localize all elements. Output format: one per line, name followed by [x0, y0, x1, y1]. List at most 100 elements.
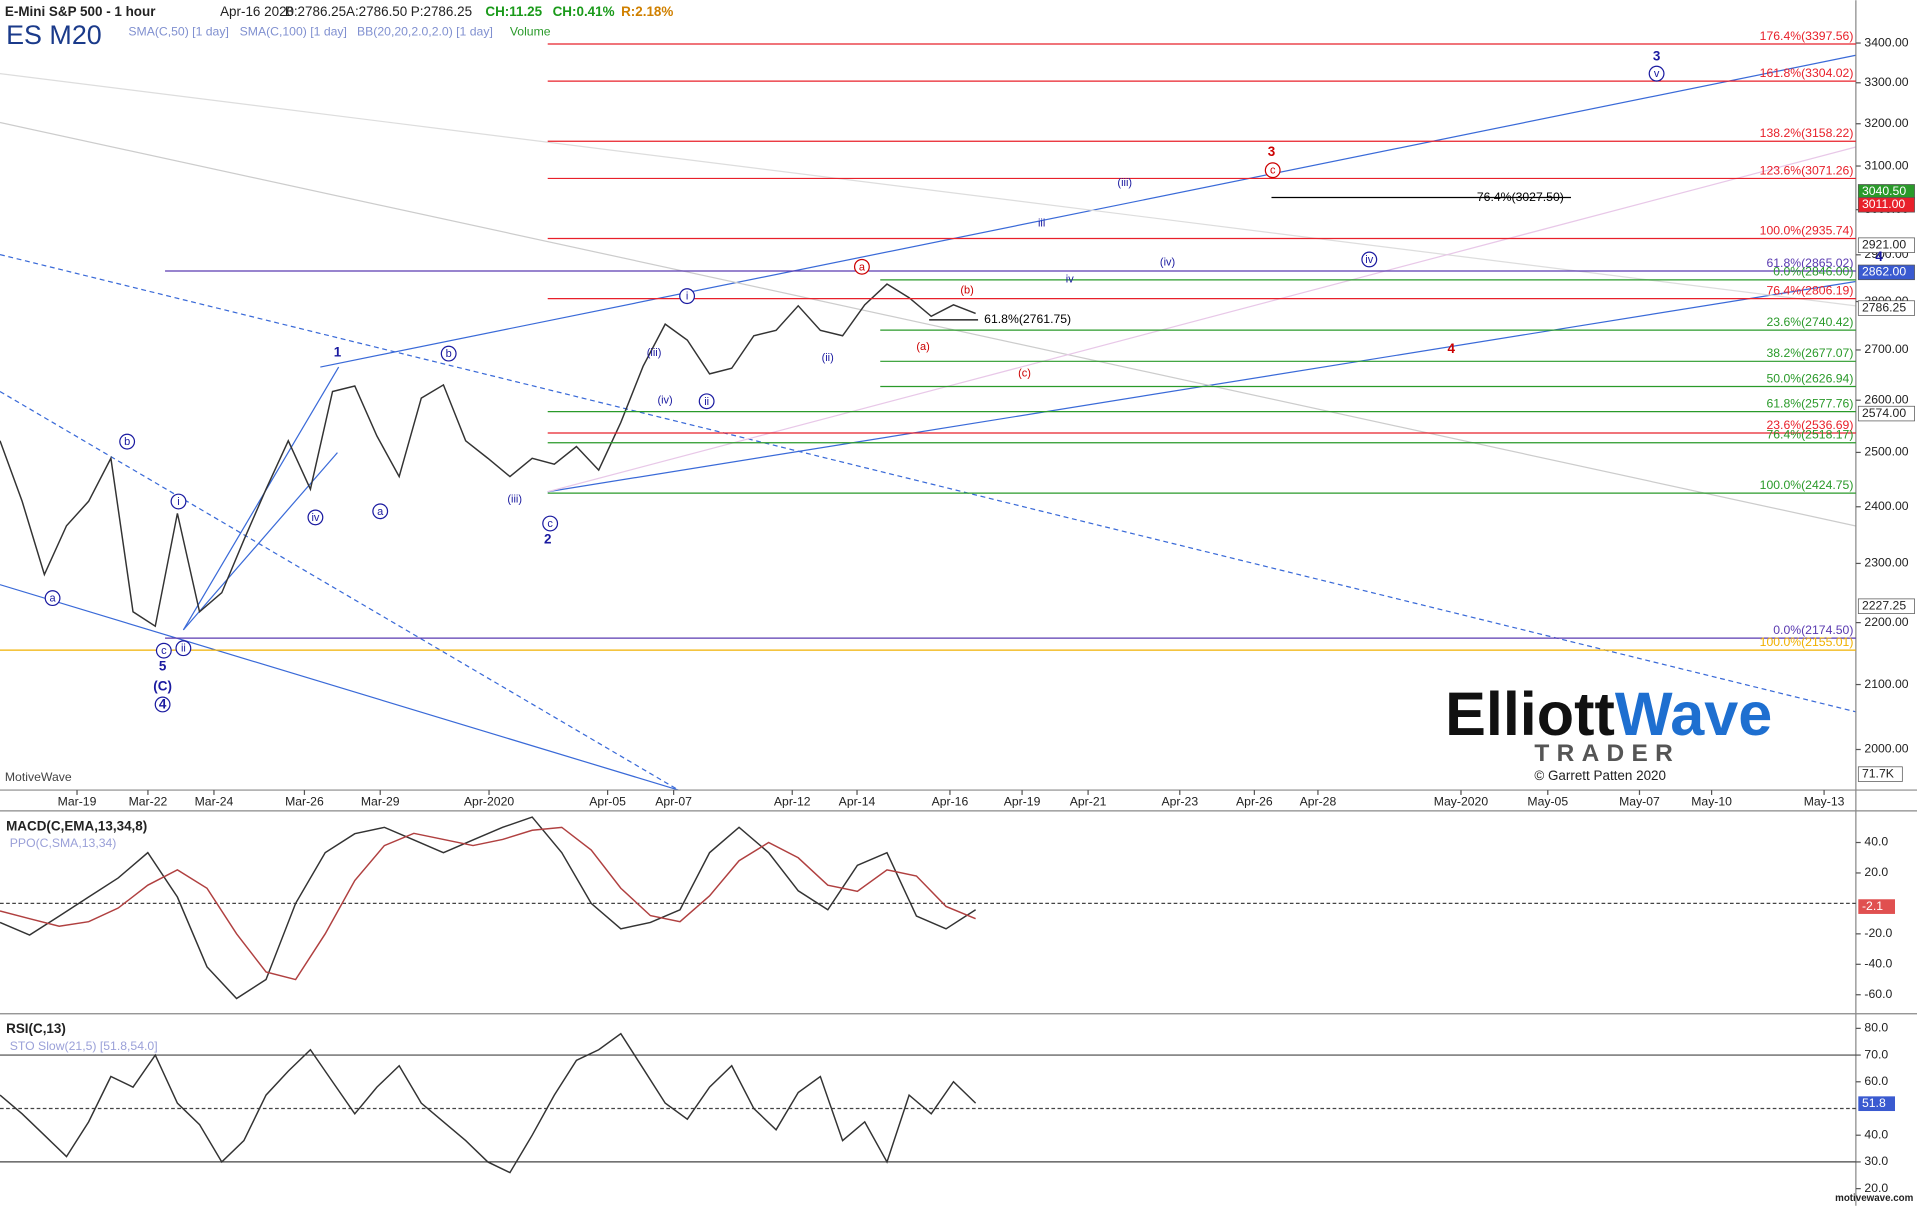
x-tick-label: Apr-14 — [839, 795, 876, 809]
wave-label: iv — [1066, 274, 1074, 286]
fib-label: 161.8%(3304.02) — [1760, 66, 1854, 80]
wave-label: 2 — [544, 532, 551, 547]
x-tick-label: Apr-07 — [655, 795, 692, 809]
wave-label: (iv) — [1160, 256, 1175, 268]
x-tick-label: Apr-19 — [1004, 795, 1041, 809]
price-tag-label: 2921.00 — [1862, 237, 1906, 251]
price-tag-label: 2862.00 — [1862, 265, 1906, 279]
wave-label: (c) — [1018, 368, 1031, 380]
wave-circle — [44, 590, 61, 607]
y-tick-label: 20.0 — [1864, 865, 1888, 879]
indicator-line — [0, 826, 976, 981]
x-tick-label: Apr-16 — [932, 795, 969, 809]
instrument-title: E-Mini S&P 500 - 1 hour — [5, 4, 156, 19]
wave-label: 3 — [1268, 144, 1275, 159]
x-tick-label: Apr-2020 — [464, 795, 514, 809]
price-tag — [1857, 598, 1915, 614]
logo-word: Elliott — [1445, 680, 1615, 748]
wave-circle — [679, 288, 696, 305]
logo-word: Wave — [1615, 680, 1772, 748]
app-name: MotiveWave — [5, 770, 72, 784]
fib-label: 138.2%(3158.22) — [1760, 126, 1854, 140]
wave-circle — [154, 696, 171, 713]
value-tag-label: 51.8 — [1862, 1096, 1886, 1110]
wave-circle — [175, 640, 192, 657]
y-tick-label: 2200.00 — [1864, 615, 1908, 629]
x-tick-label: Apr-28 — [1300, 795, 1337, 809]
wave-circle — [1361, 251, 1378, 268]
wave-label: b — [124, 436, 130, 448]
ask: A:2786.50 — [346, 4, 407, 19]
fan-line — [0, 73, 1856, 307]
volume-tag — [1857, 766, 1903, 782]
wave-circle — [119, 433, 136, 450]
fib-label: 76.4%(3027.50) — [1477, 190, 1564, 204]
bid: B:2786.25 — [285, 4, 346, 19]
panel-subtitle: PPO(C,SMA,13,34) — [10, 836, 117, 850]
y-tick-label: 80.0 — [1864, 1021, 1888, 1035]
y-tick-label: 30.0 — [1864, 1154, 1888, 1168]
wave-label: (iii) — [647, 347, 662, 359]
panel-title: MACD(C,EMA,13,34,8) — [6, 818, 147, 833]
wave-circle — [1264, 162, 1281, 179]
price-tag — [1857, 300, 1915, 316]
price-tag-label: 2574.00 — [1862, 406, 1906, 420]
wave-circle — [155, 642, 172, 659]
price-tag — [1857, 264, 1915, 281]
panel-title: RSI(C,13) — [6, 1021, 66, 1036]
wave-label: c — [161, 645, 167, 657]
trend-line — [182, 366, 340, 631]
last-price: P:2786.25 — [411, 4, 472, 19]
trend-line — [0, 584, 679, 791]
price-line — [0, 1032, 977, 1174]
y-tick-label: 2700.00 — [1864, 342, 1908, 356]
wave-label: a — [50, 593, 57, 605]
wave-label: i — [177, 496, 179, 508]
wave-label: (C) — [153, 678, 172, 693]
price-tag-label: 3011.00 — [1862, 197, 1905, 211]
y-tick-label: 3100.00 — [1864, 158, 1908, 172]
logo-credit: © Garrett Patten 2020 — [1534, 768, 1666, 783]
study: BB(20,20,2.0,2.0) [1 day] — [357, 24, 493, 38]
change: CH:11.25 — [485, 4, 542, 19]
y-tick-label: 2300.00 — [1864, 556, 1908, 570]
y-tick-label: 3300.00 — [1864, 75, 1908, 89]
fib-label: 176.4%(3397.56) — [1760, 29, 1854, 43]
y-tick-label: 3200.00 — [1864, 116, 1908, 130]
wave-label: i — [686, 291, 688, 303]
wave-circle — [698, 393, 715, 410]
x-tick-label: May-13 — [1804, 795, 1845, 809]
price-tag-label: 2227.25 — [1862, 598, 1906, 612]
x-tick-label: May-2020 — [1434, 795, 1489, 809]
fib-label: 100.0%(2424.75) — [1760, 478, 1854, 492]
fib-label: 123.6%(3071.26) — [1760, 163, 1854, 177]
symbol: ES M20 — [6, 20, 102, 50]
wave-label: ii — [704, 396, 709, 408]
change-percent: CH:0.41% — [553, 4, 615, 19]
value-tag-label: -2.1 — [1862, 899, 1883, 913]
x-tick-label: Mar-29 — [361, 795, 400, 809]
price-tag-label: 3040.50 — [1862, 184, 1906, 198]
wave-label: c — [547, 518, 553, 530]
y-tick-label: -60.0 — [1864, 987, 1892, 1001]
y-tick-label: 20.0 — [1864, 1181, 1888, 1195]
fib-label: 76.4%(2518.17) — [1766, 428, 1853, 442]
y-tick-label: 2600.00 — [1864, 392, 1908, 406]
wave-circle — [1648, 65, 1665, 82]
price-tag — [1857, 197, 1915, 213]
y-tick-label: 2000.00 — [1864, 742, 1908, 756]
wave-label: a — [377, 506, 384, 518]
wave-label: (a) — [916, 341, 929, 353]
wave-label: 4 — [1447, 341, 1455, 356]
fan-line — [547, 146, 1857, 493]
study: SMA(C,50) [1 day] — [128, 24, 229, 38]
wave-label: (iii) — [1117, 177, 1132, 189]
wave-circle — [853, 258, 870, 275]
x-tick-label: Apr-23 — [1161, 795, 1198, 809]
wave-circle — [307, 509, 324, 526]
y-tick-label: 70.0 — [1864, 1047, 1888, 1061]
wave-label: (b) — [960, 285, 973, 297]
y-tick-label: 2400.00 — [1864, 499, 1908, 513]
wave-label: v — [1654, 68, 1660, 80]
